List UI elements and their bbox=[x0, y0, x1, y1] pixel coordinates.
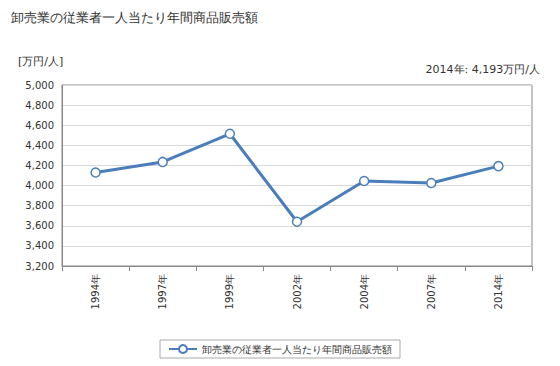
svg-text:2002年: 2002年 bbox=[292, 274, 303, 309]
svg-text:2007年: 2007年 bbox=[426, 274, 437, 309]
svg-text:4,400: 4,400 bbox=[25, 140, 54, 151]
svg-text:1994年: 1994年 bbox=[90, 274, 101, 309]
svg-text:卸売業の従業者一人当たり年間商品販売額: 卸売業の従業者一人当たり年間商品販売額 bbox=[11, 10, 258, 25]
svg-text:5,000: 5,000 bbox=[25, 80, 54, 91]
svg-text:2014年: 2014年 bbox=[493, 274, 504, 309]
svg-text:2014年: 4,193万円/人: 2014年: 4,193万円/人 bbox=[426, 63, 540, 76]
svg-text:卸売業の従業者一人当たり年間商品販売額: 卸売業の従業者一人当たり年間商品販売額 bbox=[202, 344, 392, 355]
svg-text:4,000: 4,000 bbox=[25, 180, 54, 191]
svg-text:3,600: 3,600 bbox=[25, 220, 54, 231]
svg-text:1997年: 1997年 bbox=[157, 274, 168, 309]
svg-text:1999年: 1999年 bbox=[224, 274, 235, 309]
svg-text:[万円/人]: [万円/人] bbox=[18, 55, 63, 68]
svg-text:4,200: 4,200 bbox=[25, 160, 54, 171]
svg-text:4,600: 4,600 bbox=[25, 120, 54, 131]
svg-text:3,200: 3,200 bbox=[25, 261, 54, 272]
svg-text:2004年: 2004年 bbox=[359, 274, 370, 309]
svg-text:4,800: 4,800 bbox=[25, 100, 54, 111]
svg-text:3,800: 3,800 bbox=[25, 200, 54, 211]
svg-text:3,400: 3,400 bbox=[25, 240, 54, 251]
